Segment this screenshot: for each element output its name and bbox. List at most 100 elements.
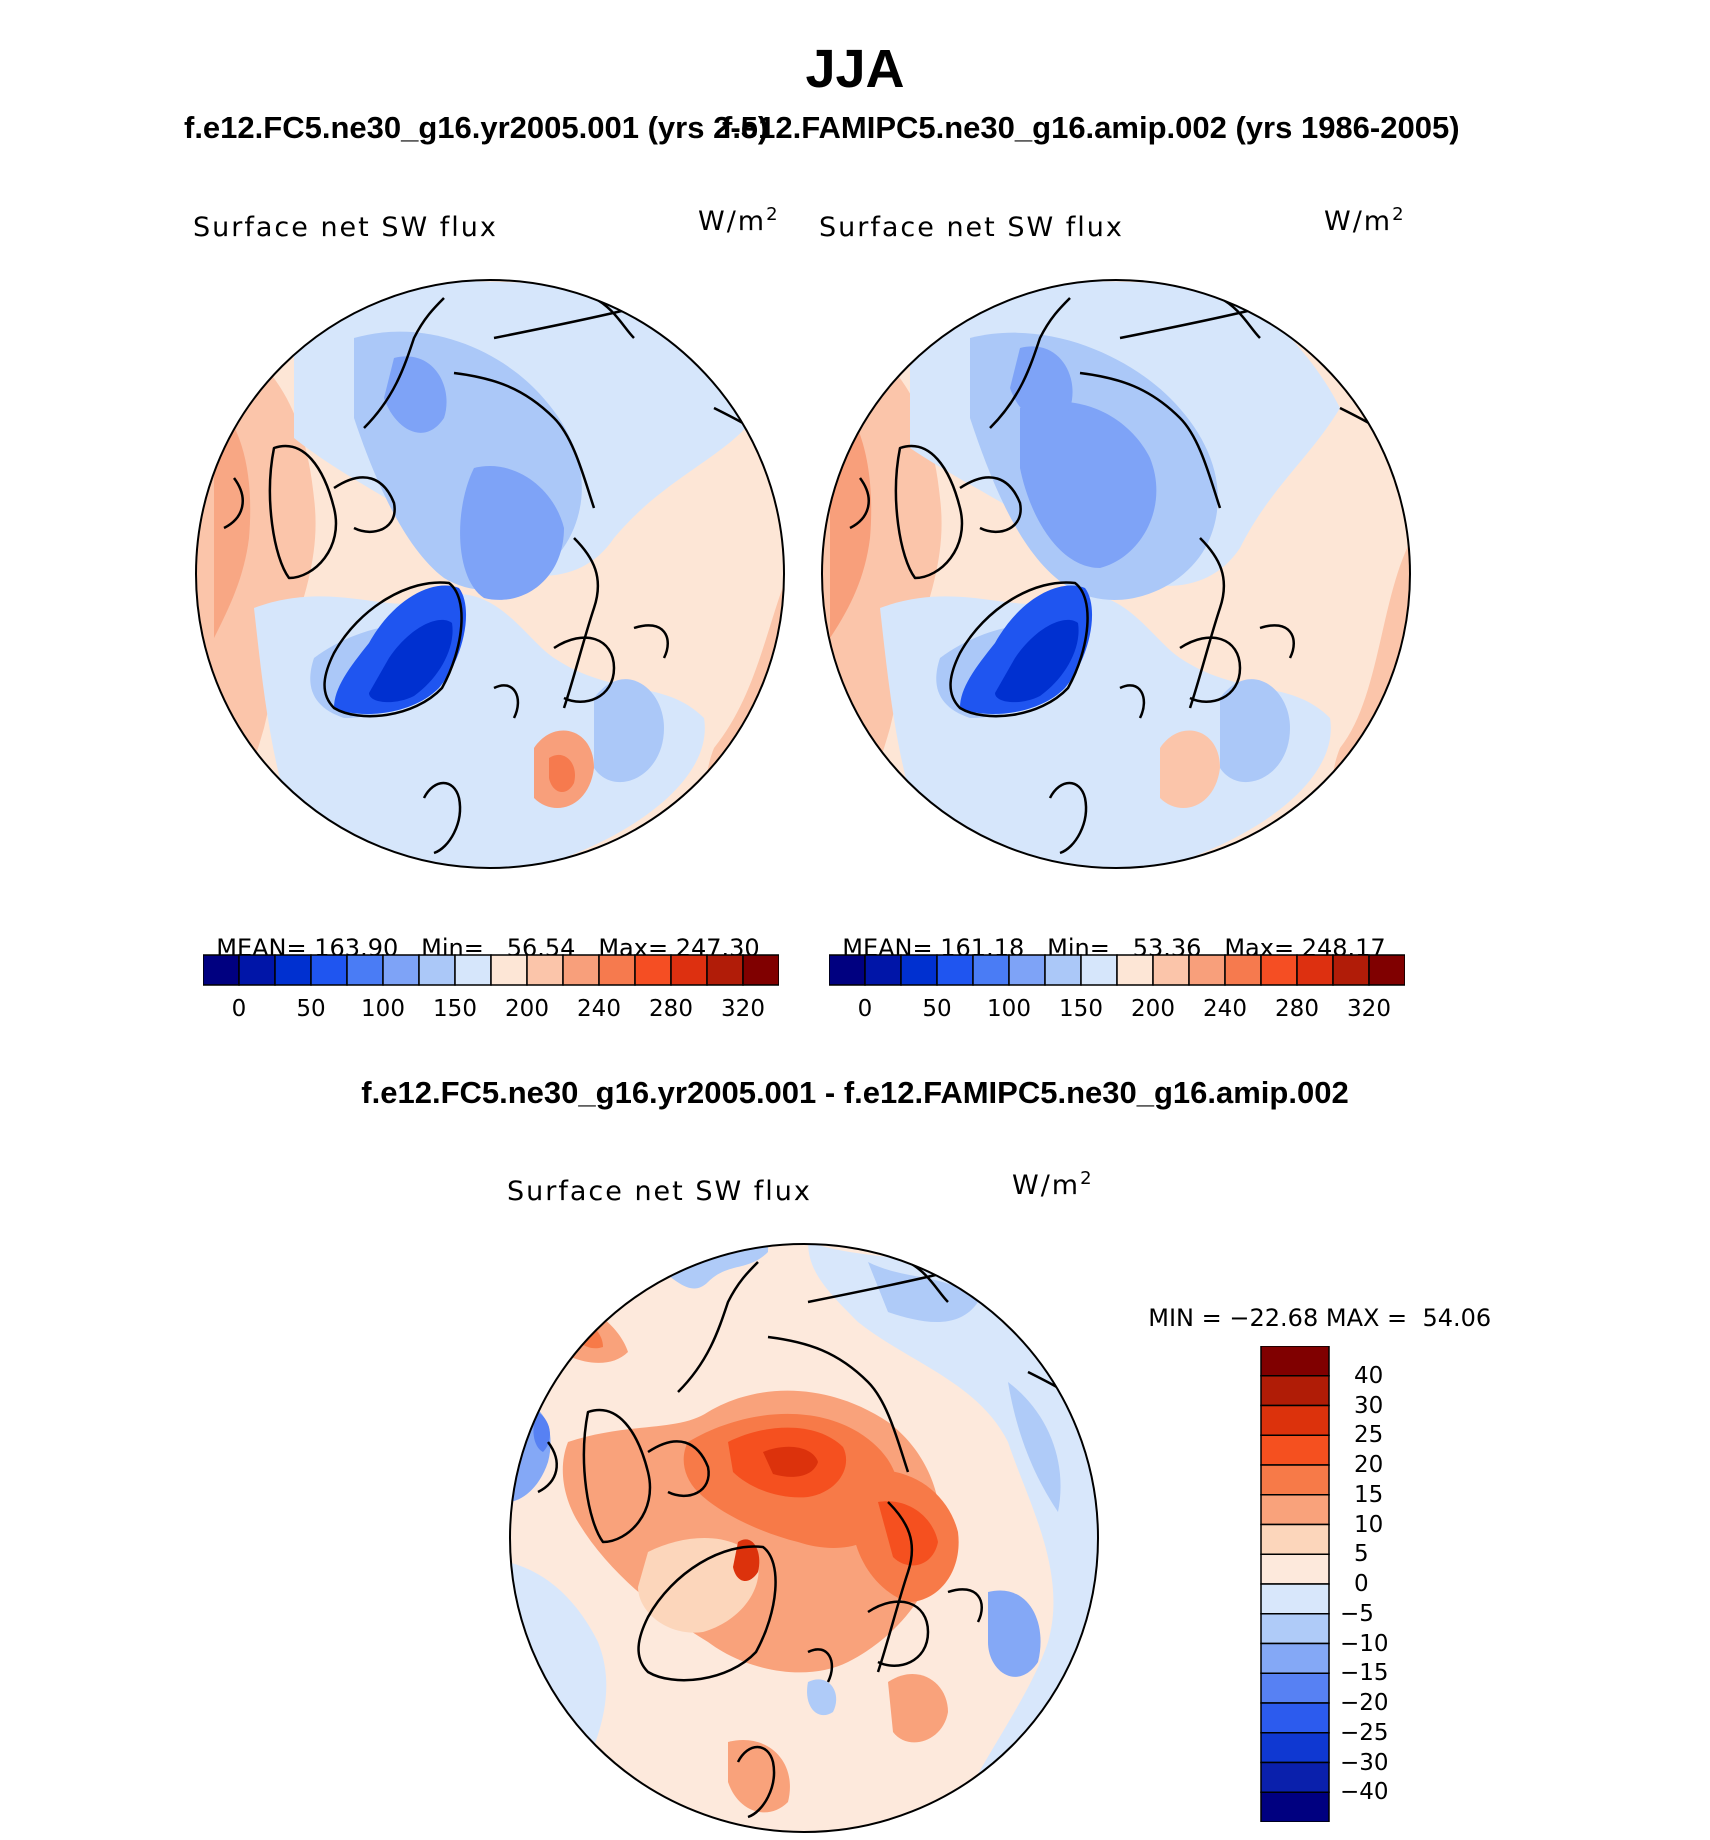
- diff-min-label: MIN =: [1148, 1304, 1222, 1332]
- diff-units-exponent: 2: [1080, 1168, 1094, 1189]
- colorbar-tick-label: 20: [1354, 1452, 1384, 1478]
- colorbar-swatch: [238, 954, 276, 986]
- colorbar-swatch: [1260, 1434, 1330, 1466]
- colorbar-tick-label: 240: [1203, 996, 1247, 1022]
- colorbar-tick-label: 10: [1354, 1511, 1384, 1538]
- colorbar-tick-label: 320: [721, 996, 765, 1022]
- colorbar-swatch: [1260, 1404, 1330, 1436]
- colorbar-tick-label: 150: [433, 996, 477, 1022]
- colorbar-tick-label: 5: [1354, 1541, 1369, 1568]
- colorbar-swatch: [418, 954, 456, 986]
- diff-max-label: MAX =: [1325, 1304, 1408, 1332]
- colorbar-swatch: [1296, 954, 1334, 986]
- panel-2-variable-label: Surface net SW flux: [819, 212, 1124, 243]
- colorbar-tick-label: 50: [922, 996, 952, 1022]
- colorbar-tick-label: 320: [1347, 996, 1391, 1022]
- colorbar-swatch: [1260, 1494, 1330, 1526]
- colorbar-swatch: [1260, 1732, 1330, 1764]
- colorbar-diff: [1260, 1346, 1330, 1822]
- colorbar-tick-label: −20: [1340, 1690, 1389, 1716]
- colorbar-swatch: [742, 954, 779, 986]
- colorbar-swatch: [829, 954, 866, 986]
- panel-2-units-base: W/m: [1324, 206, 1393, 237]
- colorbar-swatch: [1260, 1761, 1330, 1793]
- colorbar-swatch: [1260, 1346, 1330, 1377]
- colorbar-panel-2: [829, 954, 1405, 986]
- colorbar-panel-1: [203, 954, 779, 986]
- colorbar-swatch: [1368, 954, 1405, 986]
- colorbar-swatch: [1152, 954, 1190, 986]
- colorbar-tick-label: 0: [1354, 1571, 1369, 1597]
- case-left-title: f.e12.FC5.ne30_g16.yr2005.001 (yrs 2-5): [184, 110, 769, 145]
- colorbar-tick-label: −5: [1340, 1600, 1374, 1627]
- colorbar-tick-label: −15: [1340, 1660, 1389, 1687]
- colorbar-swatch: [526, 954, 564, 986]
- colorbar-tick-label: 200: [1131, 996, 1175, 1022]
- colorbar-swatch: [1224, 954, 1262, 986]
- colorbar-swatch: [382, 954, 420, 986]
- colorbar-swatch: [598, 954, 636, 986]
- diff-units-base: W/m: [1012, 1170, 1081, 1201]
- colorbar-swatch: [490, 954, 528, 986]
- colorbar-swatch: [1260, 1464, 1330, 1496]
- colorbar-swatch: [1260, 1702, 1330, 1734]
- colorbar-swatch: [936, 954, 974, 986]
- panel-1-units-exponent: 2: [766, 204, 780, 225]
- colorbar-tick-label: 0: [231, 996, 247, 1022]
- colorbar-swatch: [454, 954, 492, 986]
- colorbar-swatch: [1260, 1672, 1330, 1704]
- colorbar-swatch: [670, 954, 708, 986]
- colorbar-swatch: [310, 954, 348, 986]
- colorbar-swatch: [1260, 1375, 1330, 1407]
- colorbar-swatch: [1188, 954, 1226, 986]
- colorbar-tick-label: 50: [296, 996, 326, 1022]
- colorbar-swatch: [972, 954, 1010, 986]
- colorbar-swatch: [1260, 1642, 1330, 1674]
- figure-title: JJA: [805, 39, 905, 99]
- colorbar-swatch: [1080, 954, 1118, 986]
- map-panel-1: [195, 279, 785, 869]
- colorbar-tick-label: 240: [577, 996, 621, 1022]
- colorbar-swatch: [1260, 1791, 1330, 1822]
- colorbar-swatch: [706, 954, 744, 986]
- colorbar-tick-label: 25: [1354, 1422, 1384, 1449]
- panel-2-units: W/m2: [1324, 204, 1406, 237]
- colorbar-swatch: [1044, 954, 1082, 986]
- diff-max-value: 54.06: [1422, 1304, 1492, 1332]
- colorbar-tick-label: 280: [649, 996, 693, 1022]
- colorbar-swatch: [203, 954, 240, 986]
- diff-title: f.e12.FC5.ne30_g16.yr2005.001 - f.e12.FA…: [361, 1075, 1349, 1110]
- panel-2-units-exponent: 2: [1392, 204, 1406, 225]
- colorbar-swatch: [1260, 1613, 1330, 1645]
- colorbar-tick-label: 100: [987, 996, 1031, 1022]
- case-right-title: f.e12.FAMIPC5.ne30_g16.amip.002 (yrs 198…: [722, 110, 1460, 145]
- colorbar-swatch: [1260, 954, 1298, 986]
- colorbar-tick-label: −30: [1340, 1749, 1389, 1776]
- colorbar-swatch: [1116, 954, 1154, 986]
- colorbar-tick-label: 200: [505, 996, 549, 1022]
- map-panel-2: [821, 279, 1411, 869]
- colorbar-tick-label: 100: [361, 996, 405, 1022]
- panel-1-variable-label: Surface net SW flux: [193, 212, 498, 243]
- colorbar-swatch: [634, 954, 672, 986]
- colorbar-swatch: [1260, 1523, 1330, 1555]
- colorbar-swatch: [346, 954, 384, 986]
- colorbar-swatch: [274, 954, 312, 986]
- diff-min-value: −22.68: [1229, 1304, 1319, 1332]
- colorbar-swatch: [1260, 1583, 1330, 1615]
- colorbar-tick-label: 40: [1354, 1362, 1384, 1389]
- colorbar-swatch: [562, 954, 600, 986]
- colorbar-swatch: [1332, 954, 1370, 986]
- colorbar-tick-label: −25: [1340, 1719, 1389, 1746]
- colorbar-tick-label: 150: [1059, 996, 1103, 1022]
- colorbar-swatch: [900, 954, 938, 986]
- colorbar-tick-label: 0: [857, 996, 873, 1022]
- colorbar-tick-label: 280: [1275, 996, 1319, 1022]
- diff-variable-label: Surface net SW flux: [507, 1176, 812, 1207]
- panel-1-units-base: W/m: [698, 206, 767, 237]
- colorbar-tick-label: −40: [1340, 1779, 1389, 1806]
- diff-units: W/m2: [1012, 1168, 1094, 1201]
- colorbar-swatch: [1260, 1553, 1330, 1585]
- diff-min-max: MIN = −22.68 MAX = 54.06: [1133, 1276, 1491, 1332]
- colorbar-tick-label: −10: [1340, 1630, 1389, 1657]
